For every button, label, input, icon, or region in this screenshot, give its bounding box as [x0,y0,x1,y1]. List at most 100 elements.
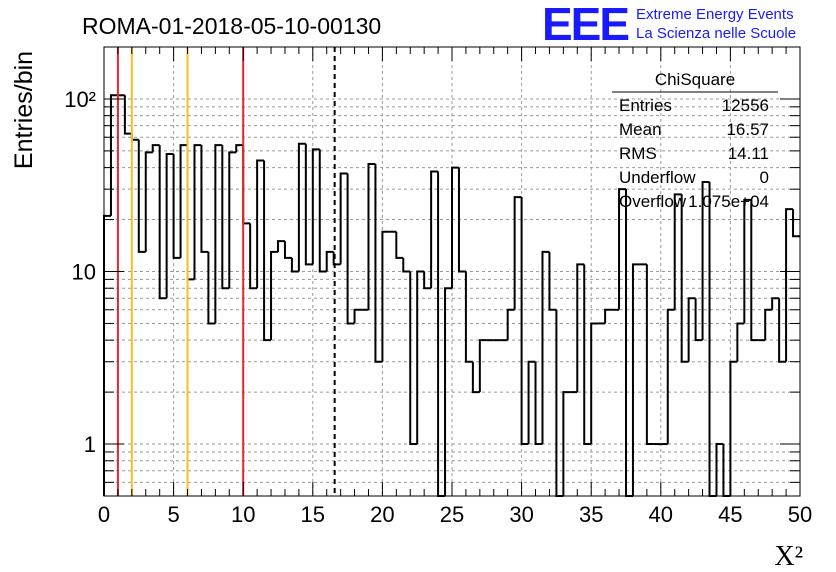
histogram-bin [701,181,710,341]
stats-row-label: Overflow [619,192,687,211]
histogram-bin [527,360,536,445]
x-axis-label: X² [774,541,803,572]
stats-name: ChiSquare [655,70,735,89]
histogram-bin [283,241,292,259]
histogram-bin [165,152,174,299]
histogram-bin [708,182,717,497]
histogram-bin [318,149,327,273]
histogram-bin [576,263,585,393]
histogram-bin [736,322,745,362]
histogram-bin [750,199,759,342]
x-tick-label: 5 [167,502,179,527]
histogram-bin [715,443,724,496]
y-tick-label: 10² [64,87,96,112]
histogram-bin [179,144,188,258]
histogram-bin [172,153,181,259]
y-tick-label: 1 [84,432,96,457]
histogram-bin [144,151,153,252]
histogram-bin [771,297,780,310]
histogram-bin [214,144,223,324]
histogram-bin [207,251,216,325]
eee-logo-line2: La Scienza nelle Scuole [636,25,796,42]
x-tick-label: 0 [98,502,110,527]
histogram-bin [548,251,557,311]
histogram-bin [437,171,446,497]
stats-box: ChiSquare Entries 12556 Mean 16.57 RMS 14.11 U… [612,70,778,211]
histogram-bin [478,339,487,393]
histogram-bin [367,162,376,310]
axes: 0 5 10 15 20 25 30 35 40 45 50 1 10 10² [64,46,812,527]
histogram-bin [416,270,425,445]
x-tick-label: 15 [301,502,325,527]
histogram-bin [729,360,738,496]
histogram-bin [625,189,633,497]
histogram-bin [374,163,383,363]
histogram-bin [200,145,209,253]
histogram-bin [451,166,459,289]
histogram-bin [109,94,118,216]
stats-row-value: 1.075e+04 [688,192,769,211]
histogram-bin [325,250,334,272]
histogram-bin [130,133,139,141]
x-tick-label: 35 [579,502,603,527]
histogram-bin [353,308,362,324]
x-tick-label: 25 [440,502,464,527]
chart-title: ROMA-01-2018-05-10-00130 [82,13,381,39]
histogram-bin [666,308,675,445]
histogram-bin [464,271,473,363]
histogram-bin [395,231,404,259]
histogram-bin [103,214,111,496]
histogram-bin [778,298,787,363]
histogram-bin [590,322,599,445]
histogram-bin [277,240,285,252]
histogram-bin [444,287,452,496]
histogram-bin [221,145,230,290]
histogram-bin [457,167,466,273]
stats-row-label: Underflow [619,168,696,187]
histogram-bin [297,142,306,272]
histogram-bin [743,198,752,324]
histogram-bin [680,194,689,363]
eee-logo-mark: EEE [542,0,628,50]
histogram-bin [270,250,278,341]
histogram-bin [409,271,418,446]
stats-row-label: Mean [619,120,662,139]
histogram-bin [506,308,515,341]
histogram-bin [235,144,244,153]
x-tick-label: 10 [231,502,255,527]
histogram-bin [430,170,439,289]
eee-logo: EEE Extreme Energy Events La Scienza nel… [542,0,796,50]
x-tick-label: 20 [370,502,394,527]
histogram-bin [520,197,529,446]
histogram-bin [785,208,794,362]
histogram-bin [687,297,696,362]
histogram-bin [534,361,543,446]
histogram-bin [583,264,592,446]
stats-row-value: 14.11 [728,144,769,163]
histogram-bin [193,144,202,280]
histogram-bin [423,271,432,290]
histogram-bin [631,263,640,496]
histogram-bin [381,230,390,362]
histogram-bin [339,172,348,265]
histogram-bin [471,361,480,394]
y-tick-label: 10 [72,260,96,285]
histogram-bin [764,308,773,341]
histogram-bin [555,309,564,497]
histogram-bin [618,188,626,310]
histogram-bin [402,257,411,273]
histogram-bin [151,144,160,153]
histogram-bin [562,391,571,496]
histogram-bin [604,308,613,324]
histogram-bin [249,223,258,290]
histogram-bin [242,145,251,225]
histogram-bin [645,264,654,446]
x-tick-label: 45 [718,502,742,527]
histogram-bin [311,148,320,265]
histogram-bin [256,159,265,289]
y-axis-label: Entries/bin [10,51,38,169]
x-tick-label: 30 [509,502,533,527]
eee-logo-line1: Extreme Energy Events [636,6,794,23]
x-tick-label: 40 [649,502,673,527]
